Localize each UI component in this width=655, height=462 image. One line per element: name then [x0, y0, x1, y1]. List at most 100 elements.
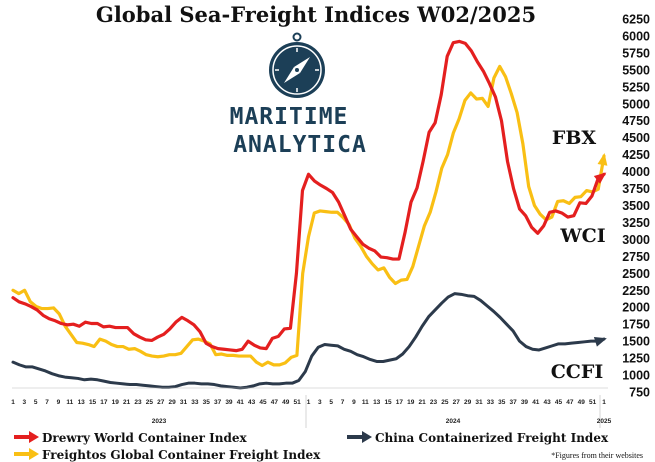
y-tick-label: 4500 [622, 131, 650, 145]
maritime-analytica-logo: MARITIME ANALYTICA [230, 32, 367, 158]
end-label-fbx: FBX [552, 127, 597, 149]
y-tick-label: 4250 [622, 148, 650, 162]
x-tick-label: 17 [100, 399, 108, 406]
year-label-2024: 2024 [446, 418, 461, 425]
y-tick-label: 2750 [622, 250, 650, 264]
x-tick-label: 1 [602, 399, 606, 406]
legend-label-freightos: Freightos Global Container Freight Index [42, 448, 321, 462]
x-tick-label: 15 [89, 399, 97, 406]
x-tick-label: 41 [237, 399, 245, 406]
x-tick-label: 1 [307, 399, 311, 406]
series-arrow-drewry [593, 172, 607, 184]
x-tick-label: 7 [341, 399, 345, 406]
logo-line-2: ANALYTICA [233, 132, 367, 158]
legend-arrow-icon [14, 448, 39, 460]
x-axis-ticks: 1 3 5 7 9 11 13 15 17 19 21 23 25 27 29 31 33 35 37 39 41 43 4… [11, 399, 606, 406]
series-arrow-ccfi [593, 337, 607, 347]
y-tick-label: 2500 [622, 267, 650, 281]
y-tick-label: 5500 [622, 63, 650, 77]
legend-arrow-icon [347, 431, 372, 443]
x-tick-label: 41 [532, 399, 540, 406]
y-tick-label: 5250 [622, 80, 650, 94]
x-tick-label: 9 [352, 399, 356, 406]
x-tick-label: 29 [464, 399, 472, 406]
legend-swatch-head [362, 431, 372, 443]
x-tick-label: 11 [66, 399, 73, 406]
legend-item-ccfi: China Containerized Freight Index [347, 431, 609, 445]
x-tick-label: 21 [419, 399, 427, 406]
y-tick-label: 3250 [622, 216, 650, 230]
y-tick-label: 2000 [622, 301, 650, 315]
y-axis-ticks: 750 1000 1250 1500 1750 2000 2250 2500 2750 3000 3… [622, 13, 650, 400]
x-tick-label: 5 [34, 399, 38, 406]
x-tick-label: 51 [294, 399, 302, 406]
y-tick-label: 3500 [622, 199, 650, 213]
x-tick-label: 39 [521, 399, 529, 406]
chart-title: Global Sea-Freight Indices W02/2025 [96, 2, 536, 27]
x-tick-label: 7 [45, 399, 49, 406]
x-tick-label: 25 [146, 399, 154, 406]
end-label-ccfi: CCFI [551, 361, 604, 383]
legend-item-freightos: Freightos Global Container Freight Index [14, 448, 321, 462]
y-tick-label: 2250 [622, 284, 650, 298]
logo-line-1: MARITIME [230, 104, 349, 130]
y-tick-label: 1750 [622, 318, 650, 332]
y-tick-label: 4750 [622, 114, 650, 128]
x-tick-label: 21 [123, 399, 131, 406]
series-line-freightos [11, 64, 606, 368]
legend-swatch-head [29, 448, 39, 460]
x-tick-label: 11 [362, 399, 369, 406]
legend-label-drewry: Drewry World Container Index [42, 431, 247, 445]
x-tick-label: 47 [271, 399, 279, 406]
x-tick-label: 49 [282, 399, 290, 406]
x-tick-label: 27 [453, 399, 461, 406]
x-tick-label: 45 [259, 399, 267, 406]
legend-item-drewry: Drewry World Container Index [14, 431, 247, 445]
x-tick-label: 49 [578, 399, 586, 406]
y-tick-label: 750 [629, 386, 650, 400]
y-tick-label: 3000 [622, 233, 650, 247]
x-tick-label: 27 [157, 399, 165, 406]
x-tick-label: 13 [78, 399, 86, 406]
x-tick-label: 37 [509, 399, 517, 406]
compass-icon [269, 32, 325, 98]
x-tick-label: 47 [566, 399, 574, 406]
y-tick-label: 6000 [622, 29, 650, 43]
x-tick-label: 33 [487, 399, 495, 406]
x-tick-label: 17 [396, 399, 404, 406]
footnote: *Figures from their websites [551, 451, 643, 460]
x-tick-label: 9 [57, 399, 61, 406]
y-tick-label: 1250 [622, 352, 650, 366]
x-tick-label: 31 [475, 399, 483, 406]
series-line-drewry [11, 39, 606, 353]
x-tick-label: 35 [498, 399, 506, 406]
legend-arrow-icon [14, 431, 39, 443]
y-tick-label: 5750 [622, 46, 650, 60]
legend-swatch-head [29, 431, 39, 443]
x-tick-label: 15 [384, 399, 392, 406]
x-tick-label: 51 [589, 399, 597, 406]
y-tick-label: 1000 [622, 369, 650, 383]
x-tick-label: 43 [248, 399, 256, 406]
legend: Drewry World Container Index China Conta… [14, 431, 609, 462]
x-tick-label: 23 [430, 399, 438, 406]
year-label-2025: 2025 [597, 418, 612, 425]
y-tick-label: 6250 [622, 13, 650, 27]
x-tick-label: 19 [112, 399, 120, 406]
x-tick-label: 19 [407, 399, 415, 406]
series-lines [11, 39, 608, 390]
end-label-wci: WCI [559, 225, 605, 247]
x-tick-label: 3 [23, 399, 27, 406]
x-tick-label: 35 [203, 399, 211, 406]
legend-label-ccfi: China Containerized Freight Index [375, 431, 609, 445]
y-tick-label: 5000 [622, 97, 650, 111]
x-tick-label: 45 [555, 399, 563, 406]
x-tick-label: 43 [544, 399, 552, 406]
x-tick-label: 25 [441, 399, 449, 406]
y-tick-label: 4000 [622, 165, 650, 179]
x-tick-label: 29 [168, 399, 176, 406]
x-tick-label: 33 [191, 399, 199, 406]
x-tick-label: 23 [134, 399, 142, 406]
x-tick-label: 31 [180, 399, 188, 406]
